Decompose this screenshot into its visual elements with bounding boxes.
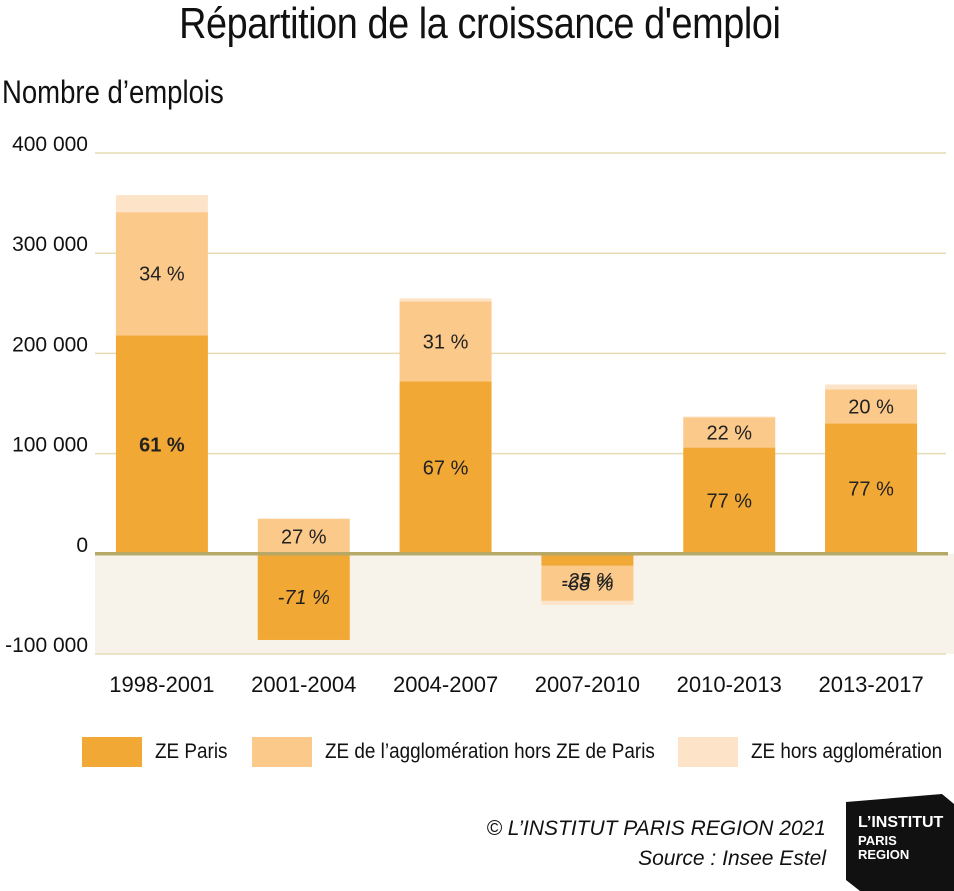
y-tick-label: 400 000 [12, 133, 88, 156]
bar-ze-hors-agglomeration-2007-2010 [541, 600, 634, 605]
bar-ze-paris-2010-2013 [683, 447, 776, 554]
data-label: -25 % [561, 570, 613, 592]
legend-label-ze-paris: ZE Paris [155, 740, 228, 763]
legend-label-ze-agglomeration: ZE de l’agglomération hors ZE de Paris [325, 740, 655, 763]
source-text: Source : Insee Estel [638, 847, 826, 870]
data-label: 61 % [139, 435, 185, 457]
logo-wordmark: L’INSTITUT PARIS REGION [858, 814, 943, 862]
x-tick-label: 2007-2010 [535, 672, 640, 697]
bar-ze-paris-2007-2010 [541, 553, 634, 566]
bar-ze-de-l-agglomeration-hors-ze-de-paris-2001-2004 [257, 518, 350, 554]
bar-ze-hors-agglomeration-2013-2017 [825, 384, 918, 390]
bar-ze-de-l-agglomeration-hors-ze-de-paris-2007-2010 [541, 565, 634, 601]
bar-ze-hors-agglomeration-2010-2013 [683, 416, 776, 418]
legend-swatch-ze-paris [82, 737, 142, 767]
legend-swatch-ze-hors-agglomeration [678, 737, 738, 767]
bar-ze-paris-2013-2017 [825, 423, 918, 554]
y-tick-label: -100 000 [5, 634, 88, 657]
copyright-text: © L’INSTITUT PARIS REGION 2021 [486, 817, 826, 840]
legend-item-ze-paris: ZE Paris [82, 735, 236, 769]
x-tick-label: 1998-2001 [109, 672, 214, 697]
bar-ze-hors-agglomeration-1998-2001 [115, 195, 208, 213]
bar-ze-de-l-agglomeration-hors-ze-de-paris-2013-2017 [825, 389, 918, 424]
y-tick-label: 100 000 [12, 434, 88, 457]
logo-line-institut: L’INSTITUT [858, 814, 944, 831]
x-tick-label: 2010-2013 [677, 672, 782, 697]
x-tick-label: 2004-2007 [393, 672, 498, 697]
legend-swatch-ze-agglomeration [252, 737, 312, 767]
x-tick-label: 2001-2004 [251, 672, 356, 697]
stacked-bar-chart: 61 % 34 % -71 % 27 % 67 % 31 % -68 %-25 % 77 % 2… [5, 133, 954, 697]
data-label: 31 % [423, 331, 469, 353]
bar-ze-paris-2004-2007 [399, 381, 492, 554]
data-label: 27 % [281, 526, 327, 548]
data-label: -71 % [278, 587, 330, 609]
legend-item-ze-agglomeration: ZE de l’agglomération hors ZE de Paris [252, 735, 692, 769]
bar-ze-paris-2001-2004 [257, 553, 350, 640]
legend-item-ze-hors-agglomeration: ZE hors agglomération [678, 735, 954, 769]
data-label: 22 % [706, 423, 752, 445]
credit-block: © L’INSTITUT PARIS REGION 2021 Source : … [486, 814, 826, 874]
data-label: 67 % [423, 458, 469, 480]
logo-line-region: REGION [858, 847, 910, 862]
bar-ze-de-l-agglomeration-hors-ze-de-paris-2010-2013 [683, 417, 776, 448]
x-tick-label: 2013-2017 [818, 672, 923, 697]
legend: ZE Paris ZE de l’agglomération hors ZE d… [0, 735, 954, 769]
y-tick-label: 0 [76, 534, 88, 557]
logo-line-paris: PARIS [858, 833, 897, 848]
institut-paris-region-logo [846, 794, 954, 891]
negative-region [95, 553, 954, 654]
bar-ze-hors-agglomeration-2004-2007 [399, 298, 492, 302]
y-tick-label: 200 000 [12, 333, 88, 356]
data-label: 77 % [848, 479, 894, 501]
y-tick-label: 300 000 [12, 233, 88, 256]
bar-ze-de-l-agglomeration-hors-ze-de-paris-2004-2007 [399, 301, 492, 382]
y-axis-title: Nombre d’emplois [2, 74, 224, 110]
data-label: 34 % [139, 264, 185, 286]
data-label: 77 % [706, 491, 752, 513]
chart-title: Répartition de la croissance d'emploi [179, 0, 781, 48]
data-label: 20 % [848, 397, 894, 419]
bar-ze-paris-1998-2001 [115, 335, 208, 554]
bar-ze-de-l-agglomeration-hors-ze-de-paris-1998-2001 [115, 212, 208, 336]
data-label: -68 % [561, 573, 613, 595]
legend-label-ze-hors-agglomeration: ZE hors agglomération [751, 740, 943, 763]
